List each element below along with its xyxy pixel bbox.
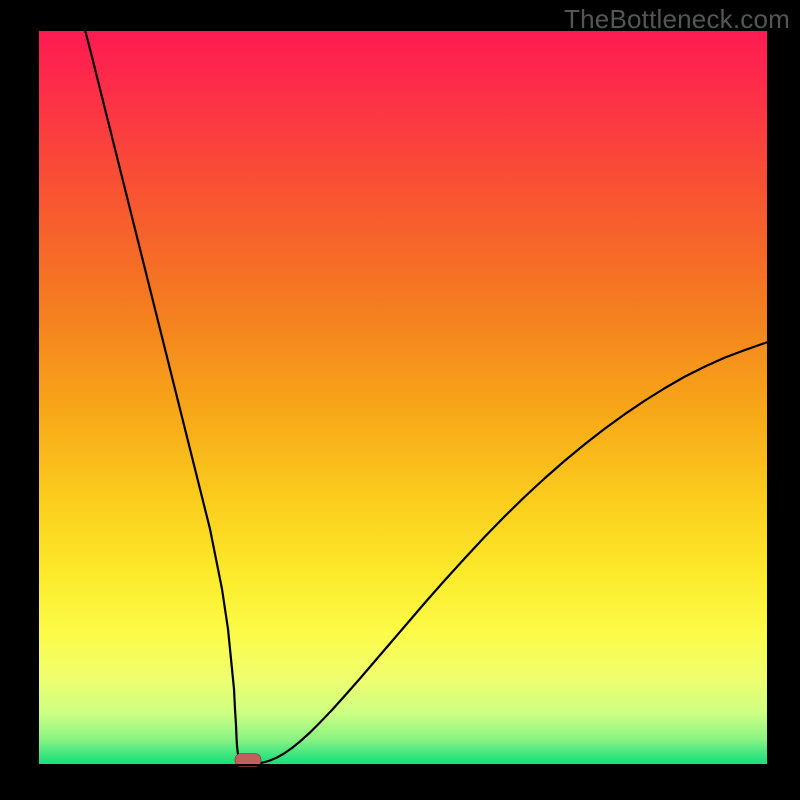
chart-container: TheBottleneck.com (0, 0, 800, 800)
plot-area (38, 30, 768, 765)
watermark-text: TheBottleneck.com (564, 4, 790, 35)
chart-svg (0, 0, 800, 800)
